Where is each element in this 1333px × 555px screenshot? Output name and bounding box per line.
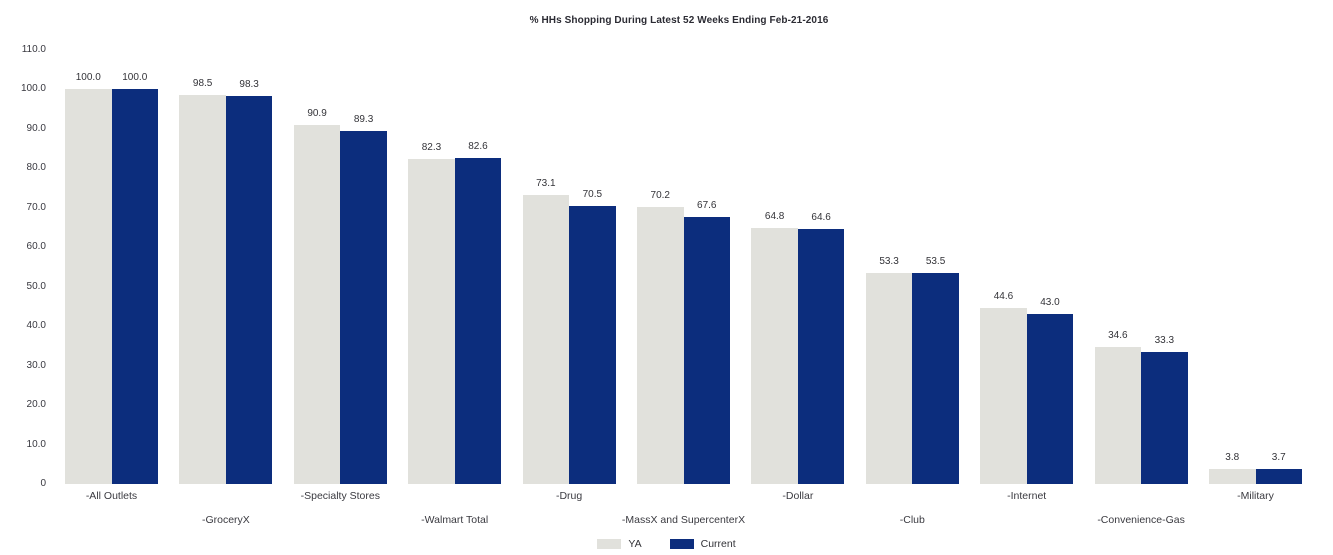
bar-current: [1141, 352, 1188, 484]
bar-value-label: 90.9: [307, 107, 327, 119]
category-label: -Convenience-Gas: [1097, 514, 1185, 526]
legend-label: YA: [628, 538, 642, 550]
bar-ya: [408, 158, 455, 484]
category-label: -Specialty Stores: [300, 490, 380, 502]
bar-value-label: 64.8: [764, 211, 785, 223]
legend-item-ya: YA: [597, 538, 642, 550]
bar-value-label: 34.6: [1108, 330, 1128, 342]
bar-current: [225, 95, 273, 484]
bar-value-label: 3.7: [1271, 452, 1286, 464]
bar-value-label: 98.5: [192, 77, 213, 89]
bar-ya: [1209, 468, 1256, 484]
bar-ya: [522, 195, 570, 484]
bar-current: [912, 272, 959, 484]
y-tick-label: 20.0: [26, 399, 46, 410]
bar-value-label: 44.6: [993, 290, 1014, 302]
bar-value-label: 89.3: [353, 114, 374, 126]
y-tick-label: 60.0: [26, 241, 46, 252]
bar-value-label: 82.6: [468, 140, 488, 152]
bar-current: [1255, 469, 1302, 484]
category-label: -Internet: [1007, 490, 1047, 502]
chart-title: % HHs Shopping During Latest 52 Weeks En…: [529, 15, 829, 26]
legend: YA Current: [0, 538, 1333, 550]
bar-current: [683, 216, 730, 484]
bar-current: [569, 205, 616, 484]
category-label: -Drug: [555, 490, 583, 502]
y-tick-label: 70.0: [26, 201, 46, 213]
bar-value-label: 100.0: [75, 72, 101, 83]
y-tick-label: 40.0: [26, 320, 46, 331]
bar-current: [111, 89, 158, 484]
category-label: -Walmart Total: [421, 514, 489, 526]
y-tick-label: 0: [40, 478, 46, 489]
bar-value-label: 98.3: [239, 78, 259, 90]
y-tick-label: 90.0: [26, 122, 46, 134]
category-label: -All Outlets: [85, 490, 138, 502]
legend-item-current: Current: [669, 538, 736, 550]
y-tick-label: 50.0: [26, 280, 46, 292]
bar-current: [1026, 314, 1074, 484]
category-label: -GroceryX: [201, 514, 250, 526]
y-tick-label: 10.0: [26, 438, 46, 450]
bar-ya: [65, 89, 112, 484]
category-label: -MassX and SupercenterX: [621, 514, 746, 526]
legend-swatch-current: [669, 539, 694, 549]
bar-current: [340, 131, 387, 484]
bar-value-label: 53.5: [925, 255, 946, 267]
bar-value-label: 70.5: [582, 188, 603, 200]
bar-current: [454, 157, 502, 484]
bar-value-label: 73.1: [536, 178, 556, 190]
y-tick-label: 80.0: [26, 162, 46, 173]
y-tick-label: 110.0: [21, 43, 46, 55]
bar-ya: [1094, 347, 1142, 484]
bar-value-label: 43.0: [1040, 297, 1060, 309]
bar-ya: [293, 124, 341, 484]
category-label: -Club: [899, 514, 925, 526]
bar-value-label: 33.3: [1154, 335, 1175, 347]
bar-value-label: 53.3: [879, 256, 899, 268]
bar-ya: [865, 273, 913, 484]
bar-value-label: 67.6: [697, 199, 717, 211]
bar-value-label: 82.3: [421, 141, 442, 153]
y-tick-label: 30.0: [26, 359, 46, 371]
bar-ya: [751, 228, 798, 484]
y-tick-label: 100.0: [20, 83, 46, 94]
bar-ya: [179, 94, 226, 484]
bar-value-label: 100.0: [122, 72, 148, 83]
category-label: -Dollar: [782, 490, 814, 502]
bar-ya: [637, 206, 684, 484]
legend-swatch-ya: [597, 539, 622, 549]
bar-ya: [980, 307, 1027, 484]
bar-value-label: 70.2: [650, 189, 670, 201]
category-label: -Military: [1237, 490, 1274, 502]
legend-label: Current: [700, 538, 736, 550]
bar-current: [797, 228, 845, 484]
bar-value-label: 3.8: [1225, 451, 1240, 463]
bar-value-label: 64.6: [811, 211, 831, 223]
